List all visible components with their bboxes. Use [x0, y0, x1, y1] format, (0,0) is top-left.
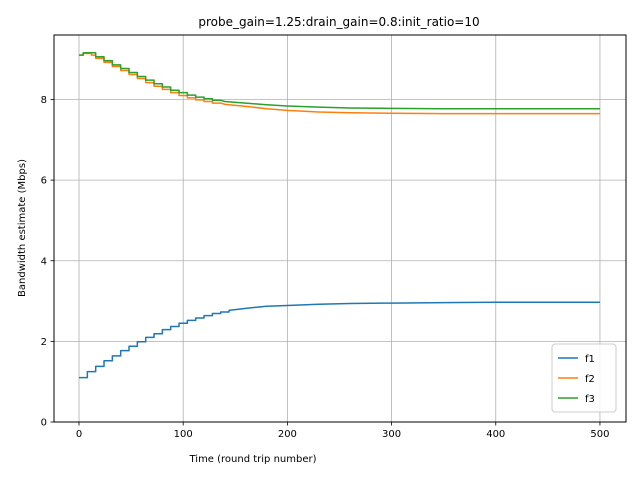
- series-line-f1: [79, 301, 600, 379]
- x-tick-label: 500: [590, 429, 609, 440]
- series-line-f3: [79, 51, 600, 110]
- plot-area-frame: [53, 34, 627, 423]
- legend-label: f2: [585, 374, 595, 385]
- y-axis-label: Bandwidth estimate (Mbps): [17, 159, 28, 297]
- series-lines: [79, 51, 600, 379]
- legend-label: f1: [585, 354, 595, 365]
- x-tick-label: 400: [486, 429, 505, 440]
- x-axis-label: Time (round trip number): [188, 454, 316, 465]
- chart-title: probe_gain=1.25:drain_gain=0.8:init_rati…: [198, 15, 479, 29]
- x-tick-label: 100: [174, 429, 193, 440]
- y-tick-label: 6: [41, 176, 47, 187]
- y-tick-label: 0: [41, 418, 47, 429]
- x-tick-label: 200: [278, 429, 297, 440]
- grid: [54, 35, 626, 423]
- legend-box: [551, 343, 617, 413]
- y-axis-ticks: 0 2 4 6 8: [41, 95, 54, 429]
- x-axis-ticks: 0 100 200 300 400 500: [76, 422, 609, 440]
- x-tick-label: 0: [76, 429, 82, 440]
- y-tick-label: 2: [41, 337, 47, 348]
- y-tick-label: 8: [41, 95, 47, 106]
- y-tick-label: 4: [41, 256, 47, 267]
- legend: f1 f2 f3: [551, 343, 617, 413]
- legend-label: f3: [585, 394, 595, 405]
- x-tick-label: 300: [382, 429, 401, 440]
